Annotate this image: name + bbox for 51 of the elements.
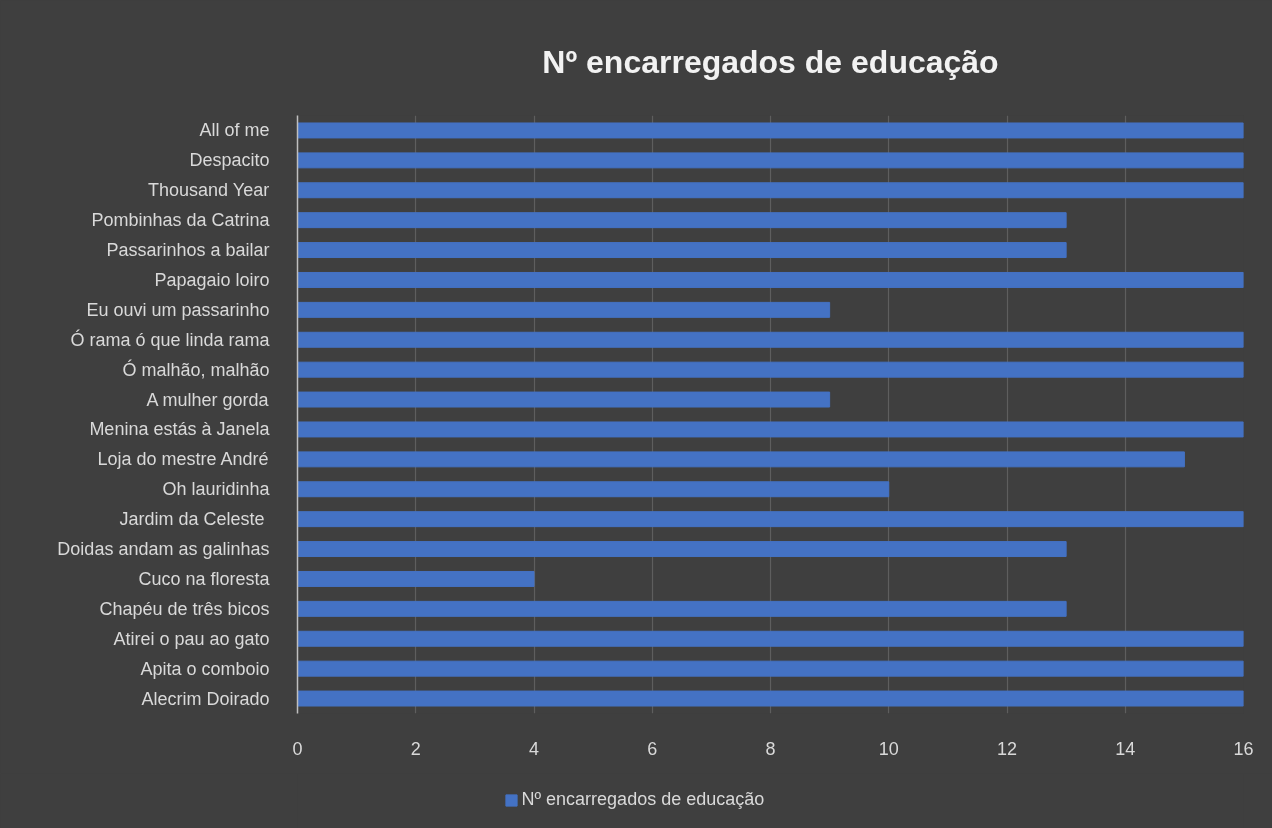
bar xyxy=(297,182,1244,199)
y-tick-label: Doidas andam as galinhas xyxy=(57,539,270,560)
bar xyxy=(297,570,535,587)
chart-title: Nº encarregados de educação xyxy=(542,43,999,80)
bar xyxy=(297,212,1067,229)
y-tick-label: Menina estás à Janela xyxy=(89,419,271,440)
y-tick-label: Alecrim Doirado xyxy=(141,688,270,709)
bar xyxy=(297,481,890,498)
y-tick-label: Chapéu de três bicos xyxy=(99,598,270,619)
y-tick-label: Passarinhos a bailar xyxy=(106,240,270,261)
bar xyxy=(297,421,1244,438)
bar xyxy=(297,122,1244,139)
bar xyxy=(297,451,1185,468)
y-tick-label: Loja do mestre André xyxy=(97,449,269,470)
x-tick-label: 14 xyxy=(1115,738,1136,759)
x-tick-label: 0 xyxy=(292,738,303,759)
x-tick-label: 12 xyxy=(996,738,1018,759)
y-tick-label: Oh lauridinha xyxy=(162,479,271,500)
bar xyxy=(297,600,1067,617)
y-tick-label: A mulher gorda xyxy=(146,389,270,410)
bar xyxy=(297,242,1067,259)
bar xyxy=(297,541,1067,558)
y-tick-label: Ó rama ó que linda rama xyxy=(70,328,271,350)
y-tick-label: Apita o comboio xyxy=(140,658,270,679)
bar xyxy=(297,331,1244,348)
bar xyxy=(297,301,831,318)
y-tick-label: Eu ouvi um passarinho xyxy=(86,299,270,320)
y-tick-label: Cuco na floresta xyxy=(138,568,271,589)
bar xyxy=(297,690,1244,707)
x-tick-label: 8 xyxy=(765,738,776,759)
y-tick-label: Despacito xyxy=(189,150,270,171)
bar xyxy=(297,660,1244,677)
y-tick-label: Papagaio loiro xyxy=(154,269,270,290)
bar xyxy=(297,361,1244,378)
x-tick-label: 16 xyxy=(1233,738,1254,759)
x-tick-label: 4 xyxy=(528,738,540,759)
bar xyxy=(297,391,831,408)
y-tick-label: Jardim da Celeste xyxy=(119,509,265,530)
legend-label: Nº encarregados de educação xyxy=(521,789,765,810)
y-tick-label: Ó malhão, malhão xyxy=(122,358,270,380)
y-tick-label: Atirei o pau ao gato xyxy=(113,628,270,649)
x-tick-label: 2 xyxy=(410,738,421,759)
y-tick-label: Pombinhas da Catrina xyxy=(91,210,271,231)
bar xyxy=(297,271,1244,288)
y-tick-label: Thousand Year xyxy=(148,180,270,201)
y-tick-label: All of me xyxy=(199,120,270,141)
bar xyxy=(297,511,1244,528)
x-tick-label: 10 xyxy=(878,738,899,759)
x-tick-label: 6 xyxy=(647,738,658,759)
bar xyxy=(297,152,1244,169)
bar xyxy=(297,630,1244,647)
